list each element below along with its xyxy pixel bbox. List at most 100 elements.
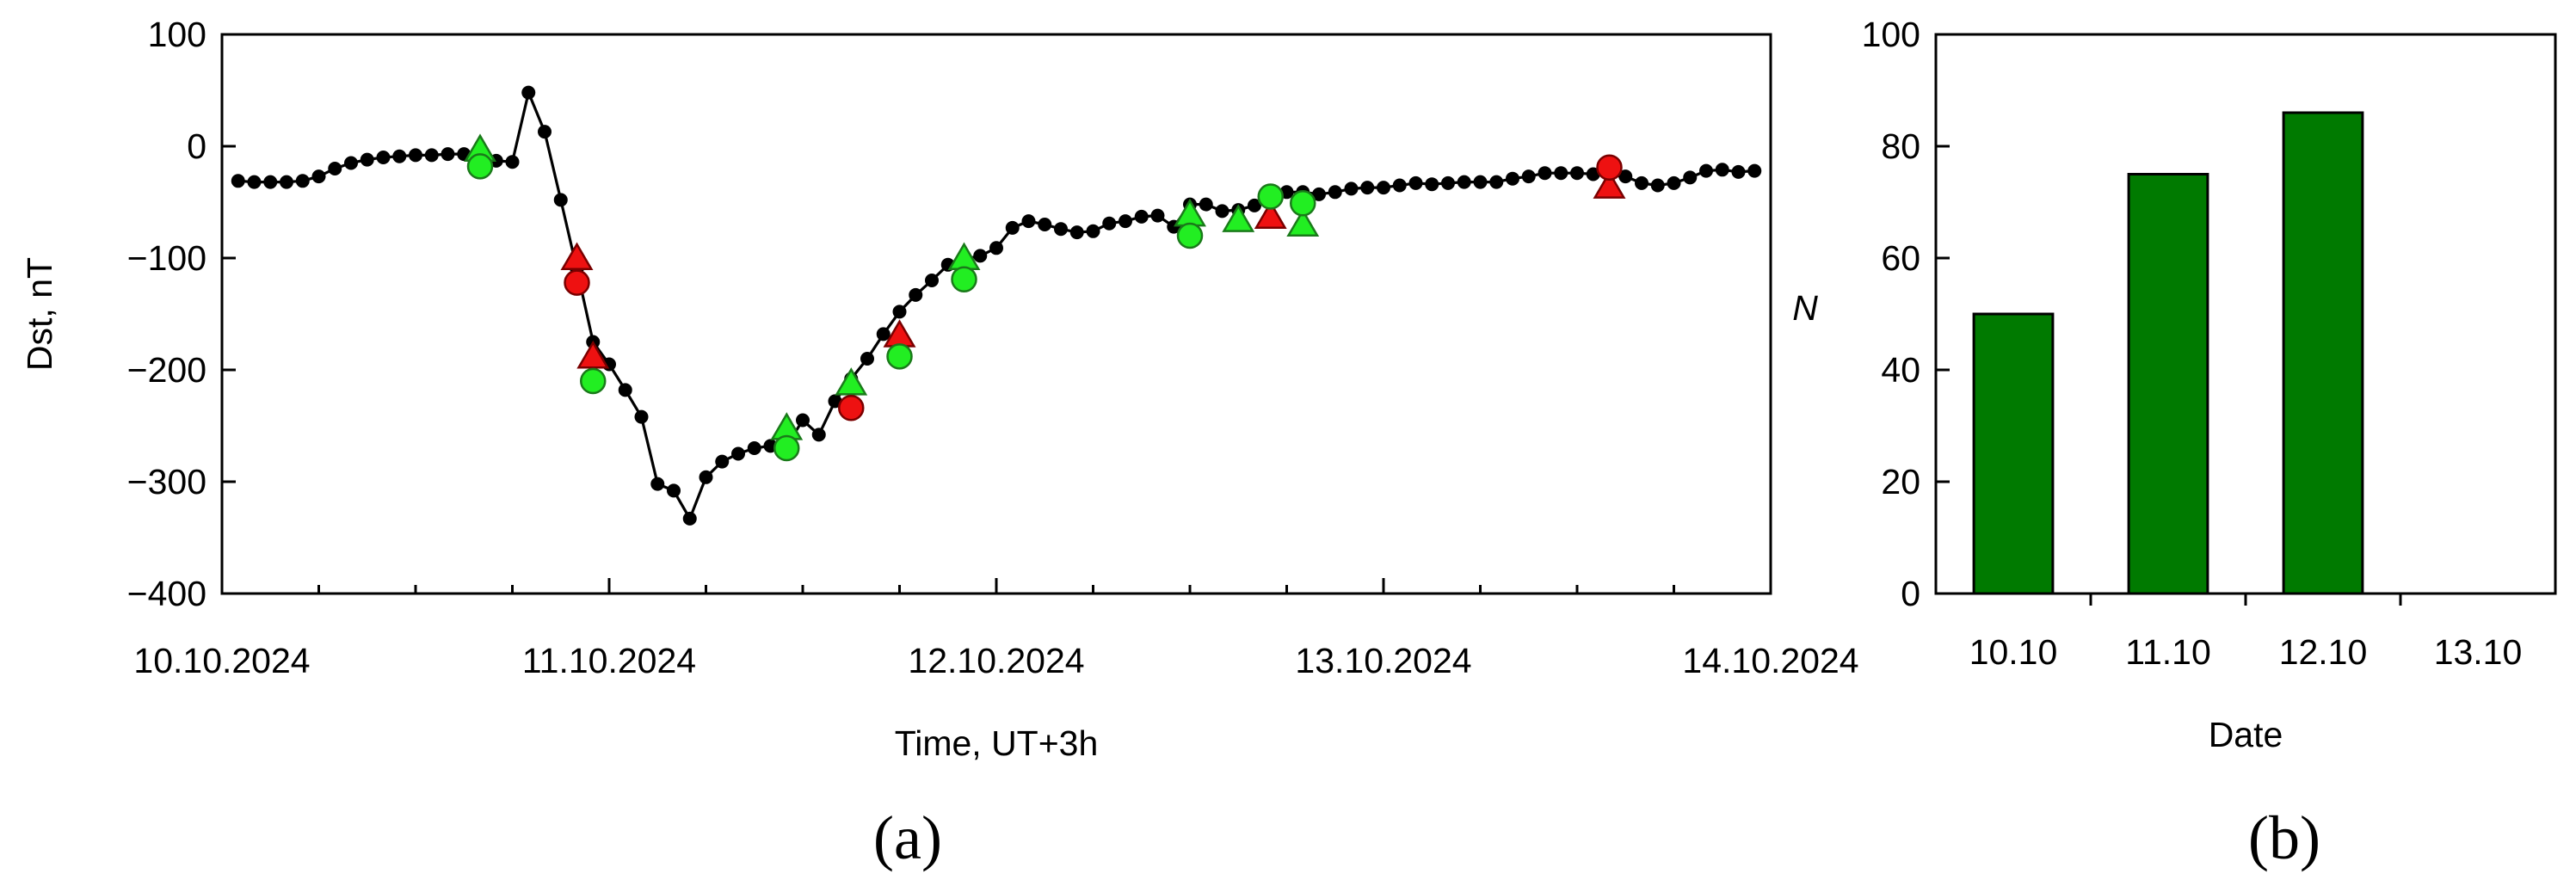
- chart-a-data-point: [682, 511, 697, 526]
- chart-b: 100 80 60 40 20 0 10.10 11.10 12.10 13.10 Date N…: [1792, 15, 2557, 872]
- chart-b-x-axis-title: Date: [2209, 715, 2283, 754]
- chart-a-data-point: [715, 454, 730, 469]
- chart-a-data-point: [1441, 175, 1455, 190]
- chart-a-x-tick-label: 14.10.2024: [1682, 641, 1858, 680]
- chart-a-data-point: [925, 274, 939, 287]
- chart-a-data-point: [1328, 185, 1342, 200]
- chart-b-y-tick-labels: 100 80 60 40 20 0: [1862, 15, 1920, 613]
- chart-a-data-point: [1199, 197, 1213, 212]
- chart-a-data-point: [731, 446, 745, 461]
- chart-a-data-point: [1425, 177, 1439, 192]
- chart-a-data-point: [1344, 182, 1359, 196]
- chart-a-x-tick-label: 10.10.2024: [133, 641, 310, 680]
- chart-a-data-point: [860, 352, 874, 366]
- chart-a-marker-circle-red: [564, 269, 590, 296]
- chart-a-marker-circle-green: [951, 266, 977, 292]
- chart-a-x-tick-label: 12.10.2024: [908, 641, 1084, 680]
- chart-a-marker-circle-green: [773, 434, 800, 462]
- panel-label-b: (b): [2248, 803, 2320, 872]
- chart-a-y-tick-labels: 100 0 −100 −200 −300 −400: [127, 15, 206, 613]
- chart-a-marker-circle-green: [1290, 190, 1316, 217]
- chart-a-marker-circle-red: [1596, 154, 1623, 181]
- chart-a-data-point: [747, 441, 761, 455]
- chart-a-data-point: [1021, 214, 1036, 229]
- chart-b-bar-12.10: [2282, 111, 2364, 595]
- chart-a-data-point: [1521, 169, 1536, 184]
- chart-a-data-point: [1069, 225, 1084, 240]
- chart-a-data-point: [344, 156, 358, 170]
- chart-a-y-tick-label: 100: [148, 15, 206, 54]
- chart-a-data-point: [973, 249, 988, 263]
- chart-a-data-point: [1618, 169, 1633, 184]
- chart-a-data-point: [876, 327, 891, 341]
- chart-a-data-point: [1312, 187, 1326, 201]
- panel-label-a: (a): [873, 803, 942, 872]
- chart-b-y-tick-label: 40: [1881, 350, 1920, 390]
- chart-a-data-point: [618, 383, 632, 397]
- chart-a-marker-circle-green: [466, 153, 494, 180]
- chart-a-marker-triangle-red: [560, 242, 594, 271]
- chart-a-x-tick-label: 13.10.2024: [1295, 641, 1471, 680]
- chart-a-markers: [464, 133, 1626, 462]
- chart-a-data-point: [360, 152, 374, 167]
- chart-b-bars: [1972, 111, 2364, 595]
- chart-a-x-tick-labels: 10.10.2024 11.10.2024 12.10.2024 13.10.2024…: [133, 641, 1858, 680]
- chart-a-data-point: [1473, 175, 1488, 189]
- chart-a-data-point: [1489, 175, 1504, 189]
- chart-b-x-tick-label: 12.10: [2279, 632, 2368, 672]
- chart-b-ticks: [1936, 33, 2402, 606]
- chart-a-data-point: [1005, 220, 1020, 235]
- chart-a-marker-circle-green: [886, 343, 913, 370]
- chart-a-data-point: [989, 241, 1003, 255]
- chart-a-data-point: [295, 174, 310, 188]
- chart-a-data-point: [1731, 164, 1746, 179]
- chart-b-x-tick-label: 10.10: [1969, 632, 2058, 672]
- chart-a-x-tick-label: 11.10.2024: [522, 641, 696, 680]
- chart-a-data-point: [1360, 181, 1375, 195]
- chart-a-y-tick-label: −400: [127, 574, 206, 613]
- chart-b-y-tick-label: 60: [1881, 238, 1920, 278]
- chart-a-marker-triangle-red: [1254, 200, 1287, 229]
- chart-a-data-point: [634, 409, 649, 424]
- chart-a-data-point: [538, 125, 552, 139]
- chart-b-x-tick-label: 13.10: [2434, 632, 2523, 672]
- chart-a-y-tick-label: −200: [127, 350, 206, 390]
- chart-a-data-point: [699, 470, 713, 484]
- chart-a-data-point: [505, 155, 520, 169]
- chart-a-data-point: [521, 85, 536, 100]
- chart-a-data-point: [796, 413, 810, 428]
- chart-a-y-tick-label: 0: [187, 126, 206, 166]
- chart-b-y-tick-label: 80: [1881, 126, 1920, 166]
- chart-a-marker-triangle-green: [1222, 204, 1255, 232]
- chart-a-marker-circle-red: [838, 394, 865, 421]
- chart-a-data-point: [247, 175, 262, 189]
- chart-a-data-point: [1683, 170, 1698, 185]
- chart-a-data-point: [441, 147, 455, 162]
- chart-a-data-point: [1538, 166, 1552, 181]
- chart-a-data-point: [1392, 178, 1407, 193]
- chart-a-data-point: [280, 175, 293, 189]
- chart-a-data-point: [1119, 214, 1132, 229]
- chart-a-data-point: [1038, 218, 1052, 231]
- chart-a-y-axis-title: Dst, nT: [20, 257, 59, 371]
- chart-b-x-tick-labels: 10.10 11.10 12.10 13.10: [1969, 632, 2523, 672]
- chart-a-data-point: [1150, 208, 1165, 223]
- chart-a-data-point: [909, 287, 923, 302]
- chart-a-data-point: [409, 148, 422, 163]
- chart-a-data-point: [1215, 204, 1229, 218]
- chart-a: 100 0 −100 −200 −300 −400 10.10.2024 11.10.202…: [20, 15, 1859, 872]
- chart-a-data-point: [311, 169, 326, 184]
- chart-a-data-point: [263, 175, 278, 189]
- chart-a-data-point: [1086, 224, 1100, 238]
- chart-a-data-point: [376, 151, 391, 164]
- chart-a-data-point: [1377, 181, 1390, 195]
- chart-a-y-tick-label: −300: [127, 462, 206, 501]
- chart-a-marker-triangle-green: [1286, 208, 1320, 237]
- chart-b-y-tick-label: 100: [1862, 15, 1920, 54]
- chart-b-y-tick-label: 20: [1881, 462, 1920, 501]
- chart-a-data-point: [667, 483, 681, 498]
- chart-a-marker-circle-green: [580, 367, 607, 395]
- chart-a-series: [231, 85, 1762, 526]
- chart-a-data-point: [1102, 216, 1117, 231]
- chart-a-data-point: [650, 477, 665, 491]
